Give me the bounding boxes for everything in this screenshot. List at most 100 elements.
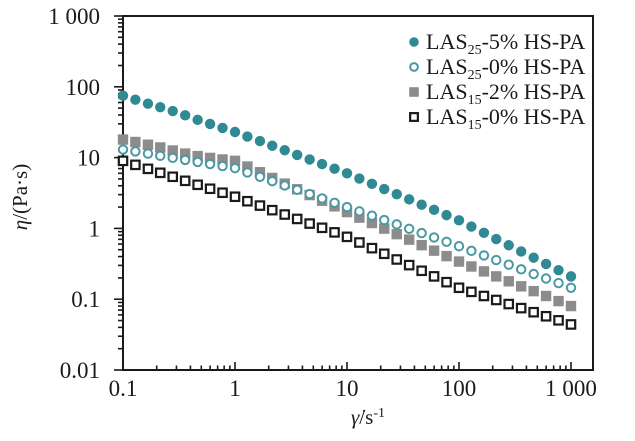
data-point-circle-open [341, 201, 353, 213]
data-point-square-open [142, 163, 154, 175]
data-point-square-filled [155, 142, 166, 153]
series-las25-0-hs-pa [117, 144, 577, 293]
data-point-circle-filled [167, 105, 178, 117]
data-point-circle-filled [155, 102, 166, 113]
data-point-circle-open [167, 152, 178, 164]
data-point-square-open [409, 112, 419, 122]
data-point-square-open [316, 222, 328, 234]
data-point-circle-open [478, 250, 490, 261]
data-point-circle-filled [254, 135, 266, 147]
data-point-square-filled [515, 281, 527, 292]
data-point-circle-open [254, 171, 266, 182]
data-point-circle-filled [142, 98, 154, 109]
data-point-circle-open [428, 232, 440, 243]
data-point-circle-filled [540, 258, 552, 270]
data-point-circle-filled [130, 94, 141, 105]
data-point-circle-filled [466, 221, 477, 232]
data-point-circle-filled [354, 173, 365, 184]
data-point-square-filled [441, 250, 452, 262]
y-tick-label: 10 [77, 146, 100, 171]
data-point-square-open [441, 276, 452, 288]
data-point-circle-open [316, 193, 328, 204]
data-point-square-open [503, 298, 515, 310]
data-point-square-open [565, 319, 577, 330]
data-point-square-open [217, 187, 228, 199]
data-point-square-open [403, 259, 415, 271]
data-point-circle-filled [491, 233, 502, 245]
data-point-circle-filled [391, 189, 402, 200]
data-point-square-filled [242, 161, 253, 172]
data-point-square-open [254, 200, 266, 211]
data-point-square-open [179, 175, 191, 187]
data-point-square-open [341, 231, 353, 243]
series-las15-0-hs-pa [117, 155, 577, 330]
legend-item-2: LAS25-0% HS-PA [409, 54, 585, 83]
data-point-circle-filled [192, 114, 203, 126]
x-tick-label: 0.1 [109, 376, 138, 401]
data-point-circle-open [291, 184, 303, 195]
data-point-circle-filled [409, 37, 419, 47]
data-point-circle-filled [242, 131, 253, 142]
data-point-square-open [279, 209, 291, 220]
data-point-circle-filled [528, 252, 539, 263]
data-point-circle-filled [329, 163, 340, 174]
data-point-circle-open [304, 188, 315, 200]
data-point-square-open [291, 213, 303, 225]
data-point-circle-open [441, 236, 452, 247]
data-point-circle-open [379, 214, 390, 226]
data-point-square-open [416, 265, 427, 277]
data-point-circle-filled [267, 140, 278, 151]
data-point-circle-filled [453, 215, 465, 226]
data-point-square-filled [204, 152, 216, 164]
data-point-square-open [453, 282, 465, 294]
data-point-square-filled [379, 223, 390, 234]
data-point-square-open [366, 242, 378, 254]
legend-item-1: LAS25-5% HS-PA [409, 29, 585, 58]
data-point-circle-open [155, 150, 166, 162]
data-point-square-filled [192, 150, 203, 162]
data-point-square-open [466, 286, 477, 298]
data-point-circle-open [279, 180, 290, 191]
data-point-square-open [167, 171, 179, 183]
legend-item-4: LAS15-0% HS-PA [409, 104, 585, 133]
data-point-circle-filled [279, 145, 290, 156]
data-point-circle-filled [416, 199, 427, 210]
data-point-circle-filled [229, 126, 241, 138]
data-point-circle-open [366, 210, 378, 221]
data-point-square-filled [478, 266, 490, 277]
data-point-square-open [391, 254, 403, 265]
data-point-circle-open [192, 156, 203, 168]
data-point-square-open [428, 271, 440, 282]
data-point-square-open [354, 237, 365, 248]
data-point-square-filled [229, 155, 241, 167]
data-point-circle-filled [291, 149, 303, 161]
data-point-square-open [192, 179, 203, 191]
data-point-circle-open [391, 219, 402, 230]
data-point-square-filled [416, 239, 427, 251]
data-point-circle-filled [366, 178, 378, 189]
data-point-circle-filled [379, 183, 390, 195]
data-point-square-open [378, 248, 390, 260]
data-point-circle-filled [316, 158, 328, 170]
data-point-circle-open [130, 146, 141, 157]
data-point-circle-filled [204, 118, 216, 130]
data-point-circle-filled [341, 168, 353, 179]
data-point-circle-filled [304, 154, 315, 165]
data-point-circle-open [142, 148, 154, 159]
data-point-square-open [329, 227, 340, 238]
data-point-circle-open [540, 273, 552, 284]
data-point-circle-open [354, 206, 365, 217]
data-point-circle-filled [179, 110, 191, 121]
series-las25-5-hs-pa [117, 90, 577, 282]
data-point-square-filled [179, 148, 191, 159]
x-tick-label: 10 [336, 376, 359, 401]
data-point-square-filled [528, 285, 539, 297]
data-point-circle-open [117, 144, 129, 155]
data-point-square-open [478, 290, 490, 302]
data-point-square-open [130, 159, 141, 171]
legend-label: LAS25-0% HS-PA [426, 54, 585, 83]
data-point-circle-open [553, 277, 564, 289]
